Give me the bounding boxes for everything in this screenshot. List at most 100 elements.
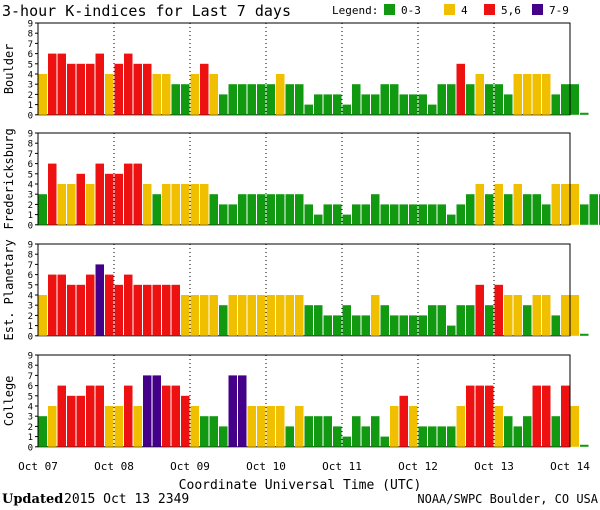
bar <box>447 214 456 225</box>
bar <box>352 84 361 115</box>
bar <box>371 416 380 447</box>
bar <box>247 84 256 115</box>
bar <box>542 74 551 115</box>
y-tick-label: 7 <box>28 261 33 271</box>
bar <box>200 184 209 225</box>
bar <box>228 295 237 336</box>
bar <box>580 333 589 336</box>
bar <box>380 84 389 115</box>
series-label: Est. Planetary <box>2 239 16 340</box>
y-tick-label: 3 <box>28 81 33 91</box>
bar <box>124 385 133 447</box>
bar <box>532 74 541 115</box>
bar <box>276 406 285 447</box>
bar <box>133 163 142 225</box>
bar <box>143 184 152 225</box>
y-tick-label: 6 <box>28 50 33 60</box>
bar <box>304 305 313 336</box>
bar <box>570 406 579 447</box>
bar <box>295 406 304 447</box>
bar <box>409 94 418 115</box>
bar <box>513 74 522 115</box>
y-tick-label: 1 <box>28 101 33 111</box>
bar <box>390 84 399 115</box>
x-tick-label: Oct 10 <box>246 460 286 473</box>
bar <box>352 416 361 447</box>
bar <box>219 426 228 447</box>
bar <box>352 204 361 225</box>
bar <box>342 104 351 115</box>
bar <box>361 315 370 336</box>
bar <box>532 295 541 336</box>
x-tick-label: Oct 14 <box>550 460 590 473</box>
bar <box>276 74 285 115</box>
bar <box>437 204 446 225</box>
bar <box>513 295 522 336</box>
bar <box>133 406 142 447</box>
bar <box>380 436 389 447</box>
bar <box>124 163 133 225</box>
y-tick-label: 9 <box>28 352 33 362</box>
bar <box>238 295 247 336</box>
bar <box>276 295 285 336</box>
y-tick-label: 0 <box>28 221 33 231</box>
bar <box>390 315 399 336</box>
bar <box>437 426 446 447</box>
bar <box>570 295 579 336</box>
bar <box>485 385 494 447</box>
bar <box>152 375 161 447</box>
bar <box>428 426 437 447</box>
x-tick-label: Oct 13 <box>474 460 514 473</box>
bar <box>219 94 228 115</box>
bar <box>475 385 484 447</box>
bar <box>523 416 532 447</box>
bar <box>352 315 361 336</box>
bar <box>304 204 313 225</box>
bar <box>342 436 351 447</box>
bar <box>456 204 465 225</box>
series-label: Boulder <box>2 44 16 95</box>
bar <box>76 395 85 447</box>
bar <box>48 163 57 225</box>
bar <box>580 112 589 115</box>
y-tick-label: 5 <box>28 60 33 70</box>
bar <box>475 184 484 225</box>
bar <box>162 284 171 336</box>
bar <box>523 194 532 225</box>
x-tick-label: Oct 07 <box>18 460 58 473</box>
bar <box>532 194 541 225</box>
y-tick-label: 8 <box>28 30 33 40</box>
bar <box>181 295 190 336</box>
bar <box>418 204 427 225</box>
bar <box>67 184 76 225</box>
bar <box>162 385 171 447</box>
bar <box>257 194 266 225</box>
bar <box>456 305 465 336</box>
bar <box>200 295 209 336</box>
bar <box>181 395 190 447</box>
bar <box>551 416 560 447</box>
bar <box>190 74 199 115</box>
bar <box>152 74 161 115</box>
bar <box>114 63 123 115</box>
legend-swatch-3 <box>532 4 543 15</box>
legend-item-label: 4 <box>461 4 468 17</box>
bar <box>314 214 323 225</box>
bar <box>48 53 57 115</box>
bar <box>57 53 66 115</box>
bar <box>266 84 275 115</box>
bar <box>561 184 570 225</box>
bar <box>95 264 104 336</box>
bar <box>95 385 104 447</box>
bar <box>580 204 589 225</box>
bar <box>247 194 256 225</box>
bar <box>200 63 209 115</box>
bar <box>409 406 418 447</box>
bar <box>485 194 494 225</box>
bar <box>342 305 351 336</box>
bar <box>418 426 427 447</box>
bar <box>181 184 190 225</box>
